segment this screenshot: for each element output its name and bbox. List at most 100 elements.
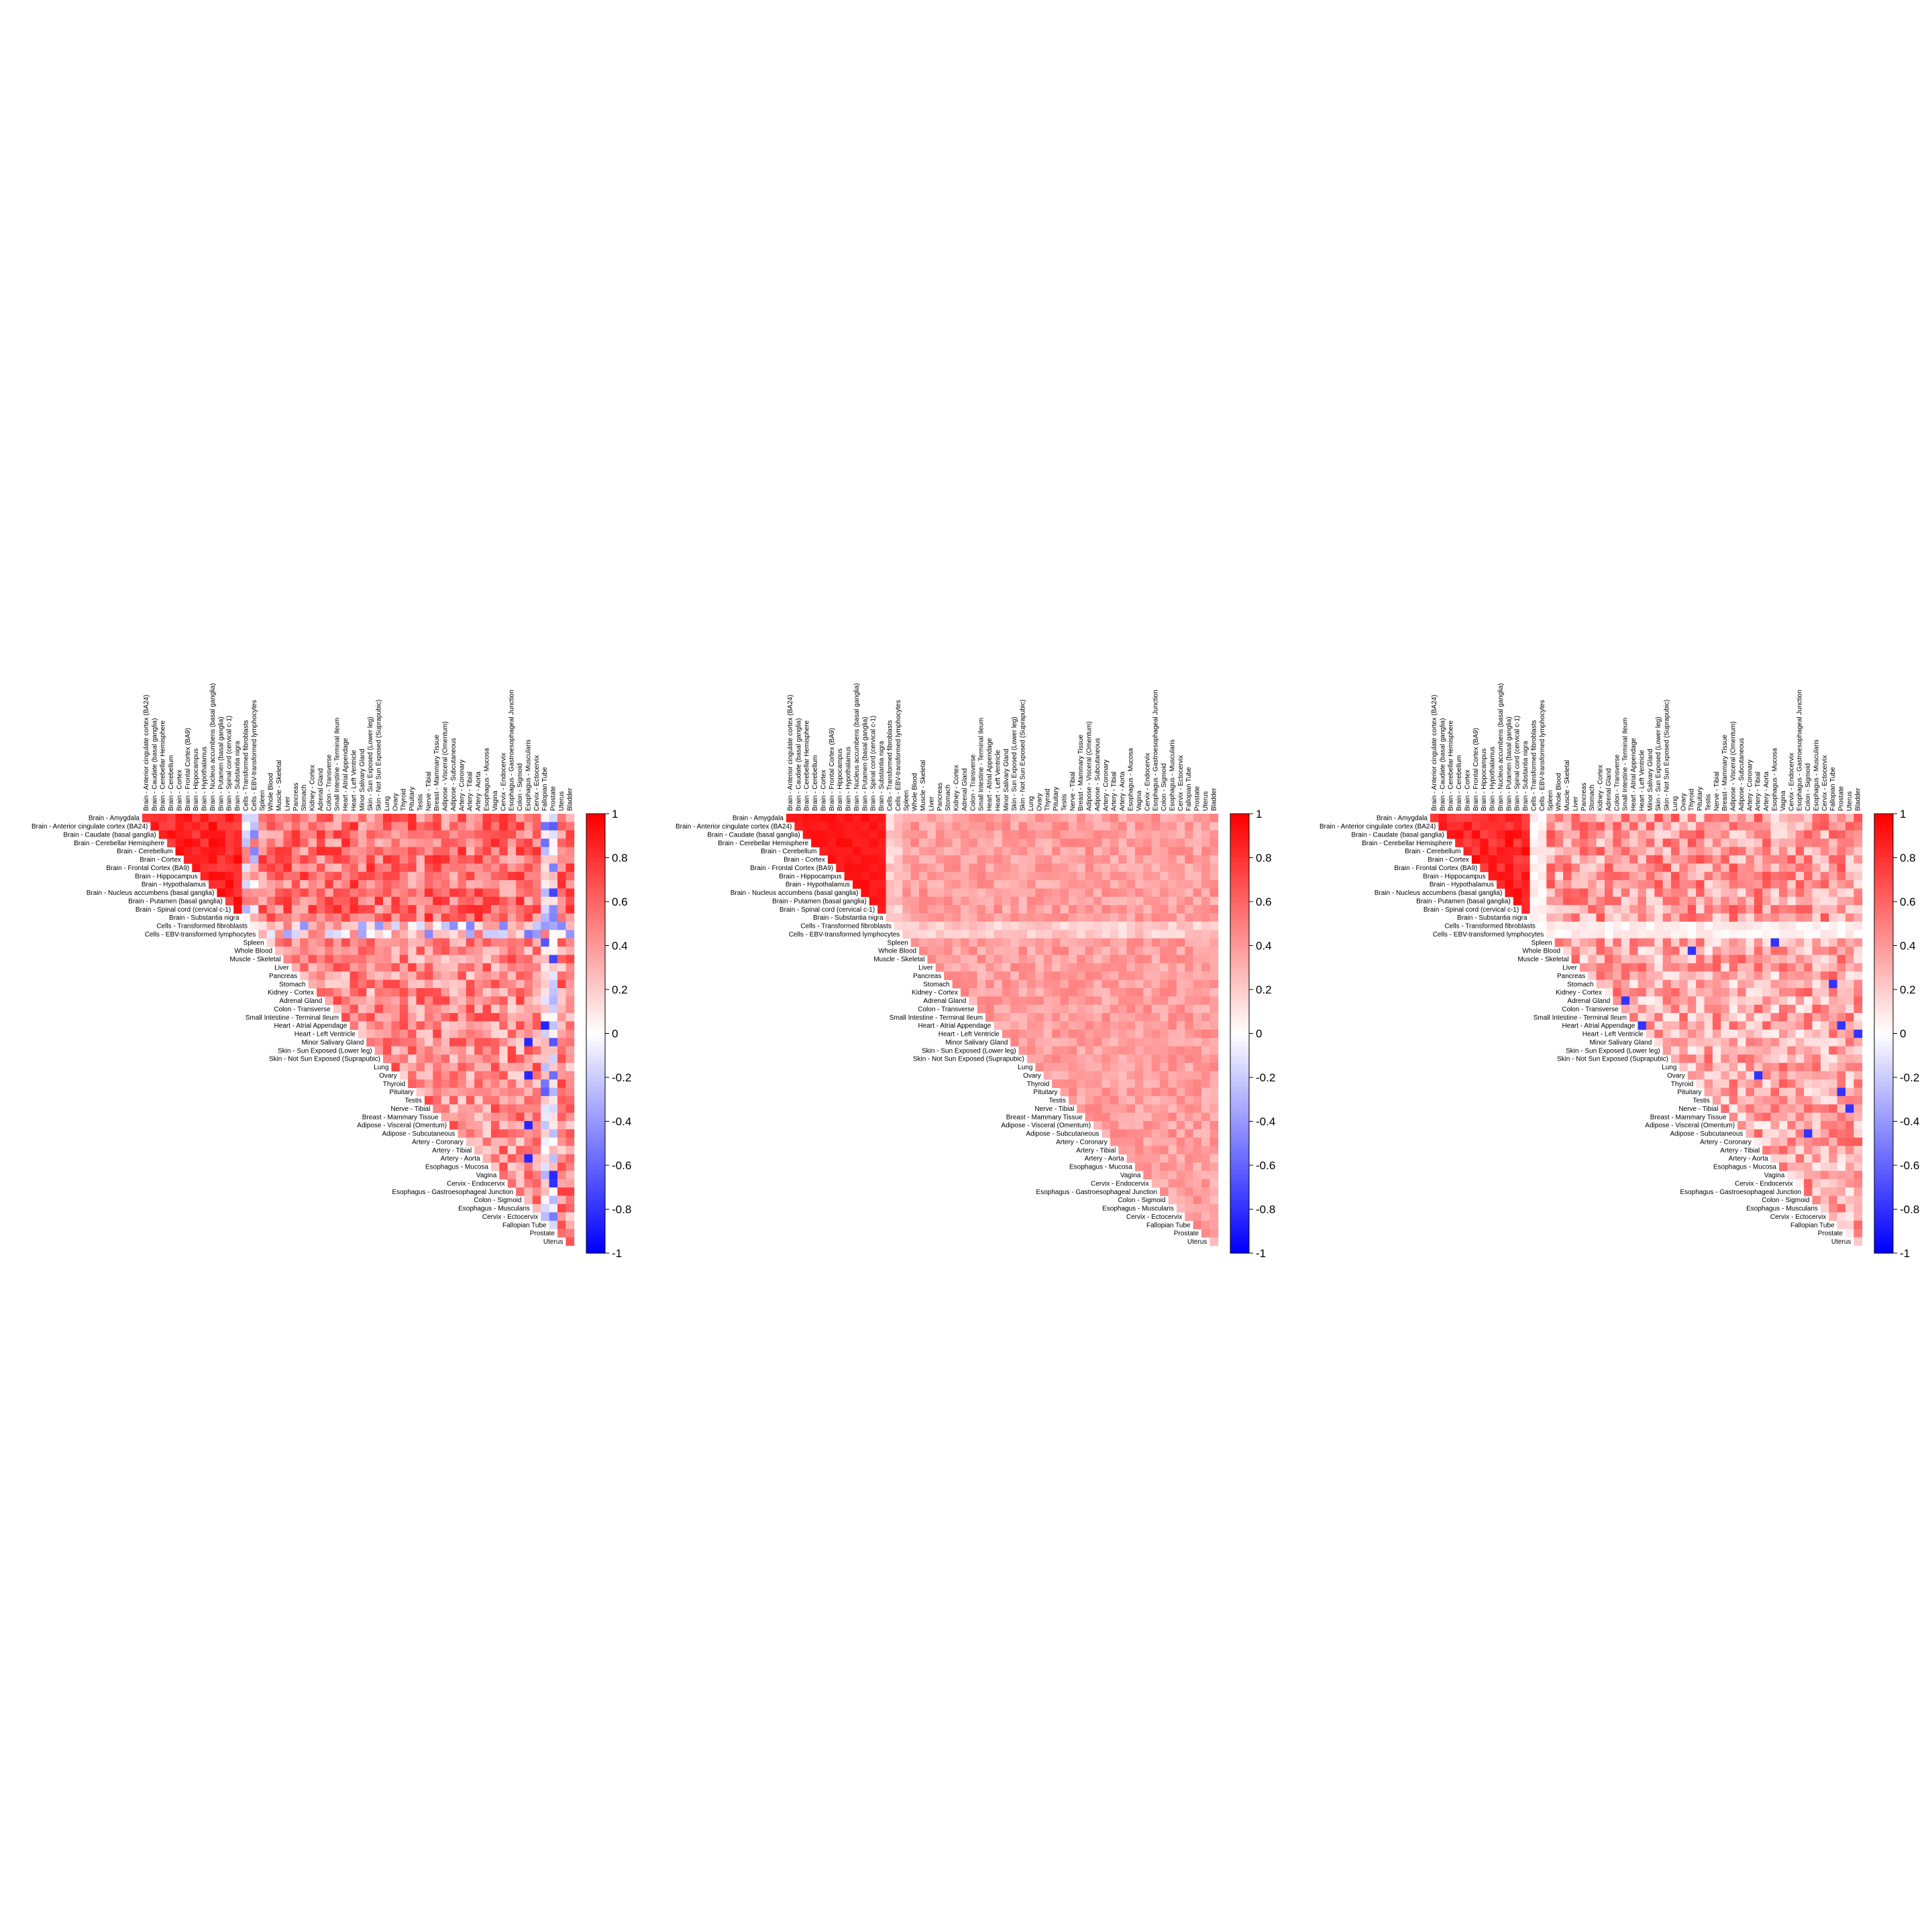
column-label: Brain - Hypothalamus [845,747,853,811]
colorbar-segment [586,910,605,916]
heatmap-cell [1854,1079,1863,1088]
heatmap-cell [516,1055,525,1063]
heatmap-cell [1027,1055,1036,1063]
heatmap-cell [1629,963,1638,972]
row-label: Minor Salivary Gland [1589,1039,1652,1046]
heatmap-cell [1679,1029,1688,1038]
heatmap-cell [532,913,541,922]
heatmap-cell [1845,847,1854,856]
heatmap-cell [291,847,301,856]
heatmap-cell [1151,1137,1161,1146]
column-label: Heart - Left Ventricle [1638,749,1646,811]
heatmap-cell [458,1063,467,1072]
heatmap-cell [1035,996,1044,1006]
heatmap-cell [1854,1146,1863,1155]
heatmap-cell [1085,830,1094,839]
heatmap-cell [466,855,475,864]
heatmap-cell [358,1004,367,1014]
heatmap-cell [399,822,409,831]
colorbar-segment [586,1204,605,1210]
heatmap-cell [507,1029,517,1038]
heatmap-cell [1126,905,1136,914]
colorbar-segment [586,844,605,849]
heatmap-cell [1704,855,1713,864]
heatmap-cell [557,955,566,964]
heatmap-cell [1812,963,1821,972]
heatmap-cell [1762,814,1771,822]
heatmap-cell [952,947,961,955]
heatmap-cell [1854,971,1863,980]
heatmap-cell [969,863,978,873]
heatmap-cell [482,1137,492,1146]
heatmap-cell [1820,930,1829,939]
heatmap-cell [1621,971,1630,980]
heatmap-cell [566,1038,575,1047]
heatmap-cell [1554,880,1564,889]
heatmap-cell [1201,814,1210,822]
row-label: Brain - Cerebellum [1405,848,1460,855]
heatmap-cell [1102,888,1111,898]
heatmap-cell [416,955,425,964]
heatmap-cell [366,947,376,955]
heatmap-cell [490,1154,500,1163]
heatmap-cell [1143,1129,1152,1138]
heatmap-cell [566,1112,575,1122]
heatmap-cell [524,1071,533,1080]
heatmap-cell [316,987,325,997]
heatmap-cell [1176,1055,1185,1063]
heatmap-cell [1804,1179,1813,1188]
heatmap-cell [1151,1071,1161,1080]
heatmap-cell [350,930,359,939]
heatmap-cell [994,855,1003,864]
heatmap-cell [1679,1063,1688,1072]
heatmap-cell [1737,830,1746,839]
heatmap-cell [1035,871,1044,881]
heatmap-cell [532,1079,541,1088]
heatmap-cell [994,921,1003,930]
heatmap-cell [1671,888,1680,898]
heatmap-cell [532,1013,541,1022]
heatmap-cell [1762,987,1771,997]
heatmap-cell [142,814,151,822]
heatmap-cell [408,971,417,980]
colorbar-segment [1874,1108,1893,1113]
heatmap-cell [1043,938,1053,947]
heatmap-cell [1662,871,1672,881]
heatmap-cell [200,871,209,881]
heatmap-cell [1027,905,1036,914]
heatmap-cell [433,871,442,881]
heatmap-cell [1812,1121,1821,1130]
heatmap-cell [449,863,458,873]
heatmap-cell [1193,1121,1202,1130]
colorbar-segment [586,1116,605,1122]
heatmap-cell [507,1162,517,1171]
heatmap-cell [541,1013,550,1022]
heatmap-cell [969,880,978,889]
heatmap-cell [541,1038,550,1047]
heatmap-cell [1210,839,1219,847]
heatmap-cell [1712,947,1721,955]
heatmap-cell [1812,1171,1821,1180]
heatmap-cell [1704,830,1713,839]
colorbar-segment [586,971,605,977]
heatmap-cell [1085,938,1094,947]
heatmap-cell [557,1212,566,1222]
heatmap-cell [466,1079,475,1088]
heatmap-cell [532,888,541,898]
heatmap-cell [1068,863,1077,873]
heatmap-cell [449,1038,458,1047]
heatmap-cell [1176,1063,1185,1072]
heatmap-cell [1696,863,1705,873]
heatmap-cell [507,947,517,955]
heatmap-cell [1201,830,1210,839]
heatmap-cell [1068,1063,1077,1072]
heatmap-cell [1143,1079,1152,1088]
heatmap-cell [1837,1004,1846,1014]
heatmap-cell [1102,947,1111,955]
heatmap-cell [1463,830,1472,839]
heatmap-cell [1662,921,1672,930]
heatmap-cell [1160,863,1169,873]
heatmap-cell [1151,1087,1161,1097]
heatmap-cell [1820,1055,1829,1063]
colorbar-segment [1874,1126,1893,1131]
